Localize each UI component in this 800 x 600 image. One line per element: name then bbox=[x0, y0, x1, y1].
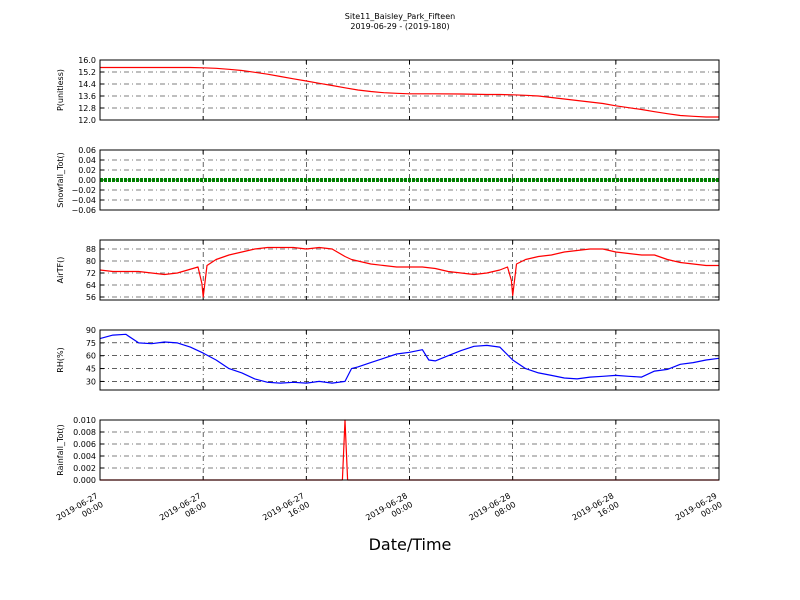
y-tick-label: 90 bbox=[86, 326, 96, 335]
y-tick-label: 75 bbox=[86, 339, 96, 348]
panel-rainfall-tot: 0.000 0.002 0.004 0.006 0.008 0.010 Rainfall_T… bbox=[56, 416, 720, 485]
y-tick-label: 0.002 bbox=[73, 464, 96, 473]
y-axis-label: AirTF() bbox=[56, 257, 65, 284]
y-tick-label: 16.0 bbox=[78, 56, 96, 65]
y-tick-label: −0.04 bbox=[71, 196, 96, 205]
y-axis-label: Snowfall_Tot() bbox=[56, 152, 65, 208]
y-tick-label: 14.4 bbox=[78, 80, 96, 89]
panel-airtf: 56 64 72 80 88 AirTF() bbox=[56, 239, 720, 302]
y-tick-label: 13.6 bbox=[78, 92, 96, 101]
y-tick-label: 64 bbox=[86, 281, 96, 290]
y-tick-label: 0.06 bbox=[78, 146, 96, 155]
chart-subtitle: 2019-06-29 - (2019-180) bbox=[350, 22, 449, 31]
y-tick-label: 0.00 bbox=[78, 176, 96, 185]
y-tick-label: 56 bbox=[86, 293, 96, 302]
y-tick-label: −0.02 bbox=[71, 186, 96, 195]
y-tick-label: 0.02 bbox=[78, 166, 96, 175]
y-axis-label: RH(%) bbox=[56, 347, 65, 372]
series-line-p-unitless bbox=[100, 66, 719, 118]
y-tick-label: 88 bbox=[86, 245, 96, 254]
axes-frame bbox=[99, 419, 720, 481]
series-line-airtf bbox=[99, 246, 719, 298]
panel-p-unitless: 12.0 12.8 13.6 14.4 15.2 16.0 P(unitless) bbox=[56, 56, 720, 125]
x-axis-label: Date/Time bbox=[369, 535, 452, 554]
y-tick-label: 0.004 bbox=[73, 452, 96, 461]
y-tick-label: 30 bbox=[86, 377, 96, 386]
y-tick-label: 0.008 bbox=[73, 428, 96, 437]
y-tick-label: 80 bbox=[86, 257, 96, 266]
axes-frame bbox=[99, 149, 720, 211]
y-tick-label: 12.8 bbox=[78, 104, 96, 113]
y-tick-label: 12.0 bbox=[78, 116, 96, 125]
y-tick-label: 45 bbox=[86, 365, 96, 374]
panel-rh: 30 45 60 75 90 RH(%) bbox=[56, 326, 720, 391]
y-tick-label: 72 bbox=[86, 269, 96, 278]
y-tick-label: 0.000 bbox=[73, 476, 96, 485]
y-axis-label: P(unitless) bbox=[56, 69, 65, 111]
chart-title: Site11_Baisley_Park_Fifteen bbox=[345, 12, 455, 21]
panels: 12.0 12.8 13.6 14.4 15.2 16.0 P(unitless) −0.06… bbox=[56, 56, 720, 485]
y-axis-label: Rainfall_Tot() bbox=[56, 424, 65, 476]
y-tick-label: 0.006 bbox=[73, 440, 96, 449]
axes-frame bbox=[99, 59, 720, 121]
y-tick-label: 15.2 bbox=[78, 68, 96, 77]
y-tick-label: 0.04 bbox=[78, 156, 96, 165]
axes-frame bbox=[99, 329, 720, 391]
series-line-rh bbox=[99, 333, 720, 384]
y-tick-label: 60 bbox=[86, 352, 96, 361]
axes-frame bbox=[99, 239, 720, 301]
panel-snowfall-tot: −0.06−0.04−0.020.000.020.040.06 Snowfall_… bbox=[56, 146, 720, 215]
y-tick-label: 0.010 bbox=[73, 416, 96, 425]
y-tick-label: −0.06 bbox=[71, 206, 96, 215]
